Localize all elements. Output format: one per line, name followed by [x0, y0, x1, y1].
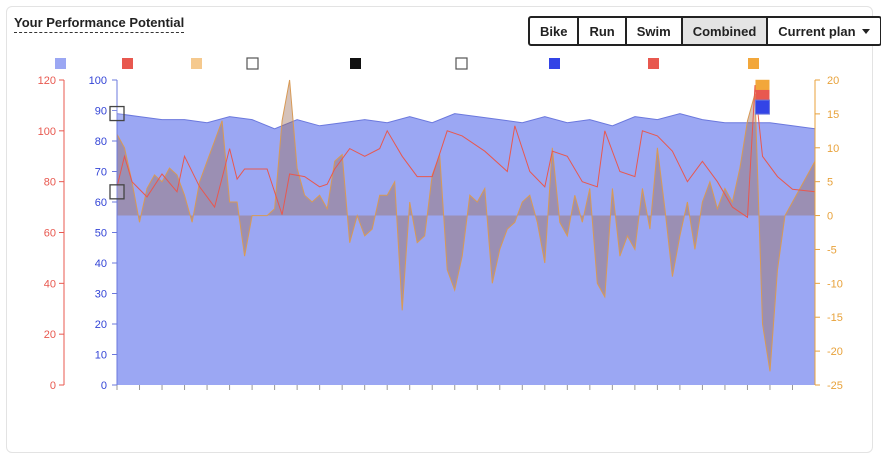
form-tick-label: 15 [827, 109, 839, 121]
run-button[interactable]: Run [577, 16, 627, 46]
sport-selector: Bike Run Swim Combined Current plan [528, 16, 881, 46]
fitness-tick-label: 60 [95, 197, 107, 209]
fitness-today-marker [109, 105, 125, 122]
fatigue-tick-label: 80 [44, 177, 56, 189]
fatigue-tick-label: 0 [50, 380, 56, 392]
fitness-tick-label: 90 [95, 106, 107, 118]
form-tick-label: -20 [827, 346, 843, 358]
chart-axes: 0204060801001200102030405060708090100-25… [38, 75, 843, 392]
fitness-tick-label: 100 [89, 75, 107, 87]
form-tick-label: 0 [827, 211, 833, 223]
race-fitness-marker [754, 99, 770, 115]
legend-swatch [191, 58, 202, 69]
fatigue-tick-label: 20 [44, 329, 56, 341]
plan-dropdown[interactable]: Current plan [766, 16, 881, 46]
fatigue-tick-label: 100 [38, 126, 56, 138]
combined-button[interactable]: Combined [680, 16, 769, 46]
fitness-tick-label: 10 [95, 350, 107, 362]
form-tick-label: 10 [827, 143, 839, 155]
form-tick-label: -10 [827, 278, 843, 290]
legend-swatch [748, 58, 759, 69]
chart-series [116, 79, 816, 385]
legend-swatch [246, 57, 259, 70]
legend-swatch [55, 58, 66, 69]
legend-swatch [122, 58, 133, 69]
chart-markers [109, 79, 770, 200]
fatigue-line [116, 85, 816, 219]
legend-swatch [455, 57, 468, 70]
form-tick-label: -15 [827, 312, 843, 324]
fitness-area [117, 113, 815, 385]
form-tick-label: -5 [827, 244, 837, 256]
fitness-line [116, 113, 816, 130]
fatigue-tick-label: 60 [44, 228, 56, 240]
form-line [116, 79, 816, 372]
fitness-tick-label: 40 [95, 258, 107, 270]
form-tick-label: 5 [827, 177, 833, 189]
fitness-tick-label: 0 [101, 380, 107, 392]
legend-swatch [549, 58, 560, 69]
page-title: Your Performance Potential [14, 15, 185, 33]
fitness-tick-label: 70 [95, 167, 107, 179]
legend-swatch [648, 58, 659, 69]
form-tick-label: -25 [827, 380, 843, 392]
chart-legend [55, 57, 759, 70]
form-today-marker [109, 184, 125, 200]
plan-dropdown-label: Current plan [778, 23, 856, 39]
legend-swatch [350, 58, 361, 69]
x-axis-labels [116, 385, 793, 390]
form-tick-label: 20 [827, 75, 839, 87]
fitness-tick-label: 50 [95, 228, 107, 240]
fitness-tick-label: 20 [95, 319, 107, 331]
fatigue-tick-label: 40 [44, 278, 56, 290]
fitness-tick-label: 80 [95, 136, 107, 148]
chevron-down-icon [861, 28, 870, 34]
fitness-tick-label: 30 [95, 289, 107, 301]
fatigue-tick-label: 120 [38, 75, 56, 87]
